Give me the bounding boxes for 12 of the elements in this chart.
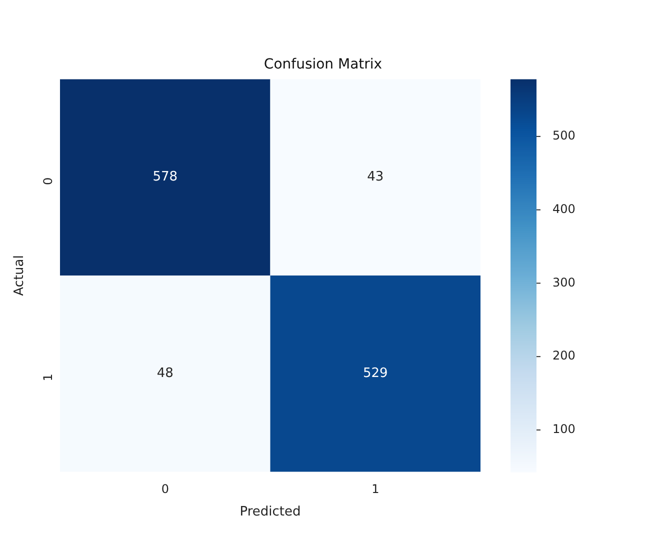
y-axis-title: Actual [12, 255, 28, 296]
color-bar-label: 400 [552, 202, 576, 216]
color-bar-label: 500 [552, 128, 576, 143]
x-axis-title: Predicted [240, 504, 301, 520]
data-label: 578 [152, 170, 178, 185]
data-label: 48 [156, 366, 174, 382]
color-bar-label: 100 [552, 422, 576, 436]
data-label: 43 [367, 170, 384, 185]
chart-title: Confusion Matrix [264, 56, 382, 72]
color-bar-label: 200 [552, 348, 576, 363]
color-bar-label: 300 [552, 275, 576, 290]
data-label: 529 [362, 366, 388, 382]
